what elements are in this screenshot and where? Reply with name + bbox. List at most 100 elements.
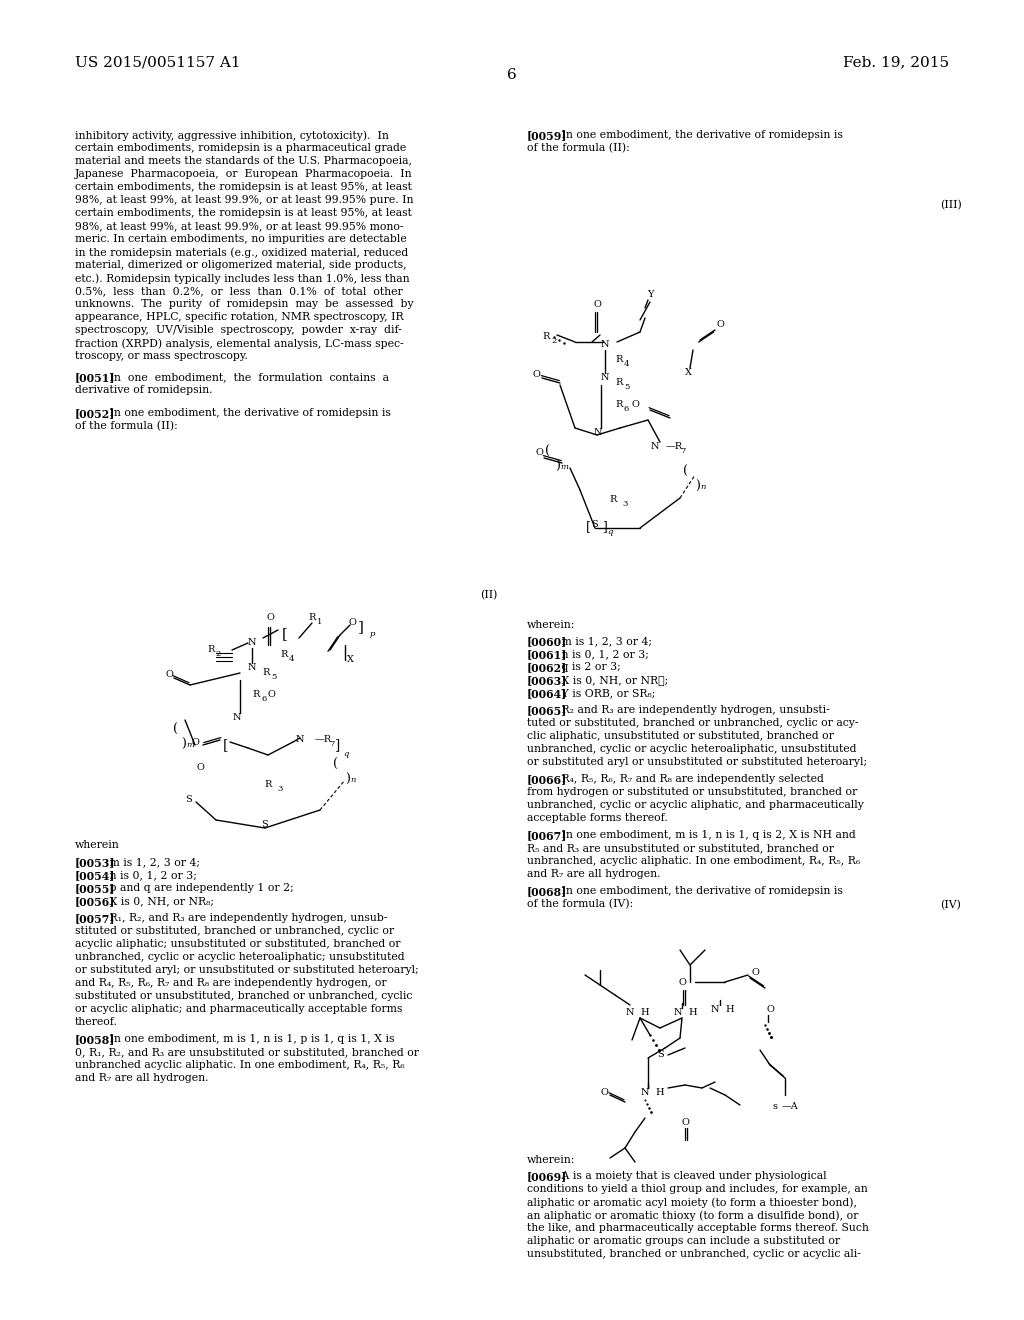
Text: 3: 3 (622, 500, 628, 508)
Text: R: R (543, 333, 550, 341)
Text: 6: 6 (507, 69, 517, 82)
Text: [0053]: [0053] (75, 857, 116, 869)
Text: [0066]: [0066] (527, 774, 567, 785)
Text: ): ) (181, 738, 186, 751)
Text: conditions to yield a thiol group and includes, for example, an: conditions to yield a thiol group and in… (527, 1184, 867, 1195)
Text: m: m (186, 741, 194, 748)
Text: certain embodiments, the romidepsin is at least 95%, at least: certain embodiments, the romidepsin is a… (75, 209, 412, 218)
Text: N: N (232, 713, 242, 722)
Text: an aliphatic or aromatic thioxy (to form a disulfide bond), or: an aliphatic or aromatic thioxy (to form… (527, 1210, 858, 1221)
Text: q is 2 or 3;: q is 2 or 3; (551, 663, 622, 672)
Text: S: S (591, 520, 597, 529)
Text: the like, and pharmaceutically acceptable forms thereof. Such: the like, and pharmaceutically acceptabl… (527, 1224, 869, 1233)
Text: n: n (350, 776, 355, 784)
Text: and R₄, R₅, R₆, R₇ and R₈ are independently hydrogen, or: and R₄, R₅, R₆, R₇ and R₈ are independen… (75, 978, 387, 987)
Text: wherein:: wherein: (527, 620, 575, 630)
Text: [0051]: [0051] (75, 372, 116, 383)
Text: US 2015/0051157 A1: US 2015/0051157 A1 (75, 55, 241, 69)
Text: N: N (296, 735, 304, 744)
Text: n is 0, 1, 2 or 3;: n is 0, 1, 2 or 3; (99, 870, 198, 880)
Text: R: R (208, 645, 215, 653)
Text: ]: ] (358, 620, 364, 634)
Text: H: H (640, 1008, 648, 1016)
Text: N: N (594, 428, 602, 437)
Text: q: q (607, 528, 612, 536)
Text: unsubstituted, branched or unbranched, cyclic or acyclic ali-: unsubstituted, branched or unbranched, c… (527, 1249, 861, 1259)
Text: N: N (711, 1005, 719, 1014)
Text: R: R (264, 780, 271, 789)
Text: thereof.: thereof. (75, 1016, 118, 1027)
Text: 5: 5 (271, 673, 276, 681)
Text: N: N (601, 341, 609, 348)
Text: X: X (684, 368, 691, 378)
Text: [0068]: [0068] (527, 886, 567, 898)
Text: (IV): (IV) (940, 900, 961, 911)
Text: [0055]: [0055] (75, 883, 116, 894)
Text: In one embodiment, m is 1, n is 1, q is 2, X is NH and: In one embodiment, m is 1, n is 1, q is … (551, 830, 856, 840)
Text: m is 1, 2, 3 or 4;: m is 1, 2, 3 or 4; (99, 857, 201, 867)
Text: of the formula (II):: of the formula (II): (527, 143, 630, 153)
Text: [0054]: [0054] (75, 870, 116, 880)
Text: ]: ] (335, 738, 341, 752)
Text: [0060]: [0060] (527, 636, 567, 647)
Text: 4: 4 (289, 655, 295, 663)
Text: tuted or substituted, branched or unbranched, cyclic or acy-: tuted or substituted, branched or unbran… (527, 718, 858, 729)
Text: X: X (346, 655, 353, 664)
Text: 7: 7 (680, 447, 685, 455)
Text: [0065]: [0065] (527, 705, 567, 715)
Text: R₂ and R₃ are independently hydrogen, unsubsti-: R₂ and R₃ are independently hydrogen, un… (551, 705, 830, 715)
Text: unbranched acyclic aliphatic. In one embodiment, R₄, R₅, R₆: unbranched acyclic aliphatic. In one emb… (75, 1060, 404, 1071)
Text: unbranched, acyclic aliphatic. In one embodiment, R₄, R₅, R₆: unbranched, acyclic aliphatic. In one em… (527, 855, 860, 866)
Text: [0057]: [0057] (75, 913, 116, 924)
Text: R: R (308, 612, 315, 622)
Text: aliphatic or aromatic acyl moiety (to form a thioester bond),: aliphatic or aromatic acyl moiety (to fo… (527, 1197, 857, 1208)
Text: of the formula (II):: of the formula (II): (75, 421, 178, 432)
Text: H: H (655, 1088, 664, 1097)
Text: [0059]: [0059] (527, 129, 567, 141)
Text: wherein: wherein (75, 840, 120, 850)
Text: O: O (532, 370, 540, 379)
Text: In  one  embodiment,  the  formulation  contains  a: In one embodiment, the formulation conta… (99, 372, 389, 381)
Text: A is a moiety that is cleaved under physiological: A is a moiety that is cleaved under phys… (551, 1171, 827, 1181)
Text: [: [ (282, 627, 288, 642)
Text: unknowns.  The  purity  of  romidepsin  may  be  assessed  by: unknowns. The purity of romidepsin may b… (75, 300, 414, 309)
Text: R₁, R₂, and R₃ are independently hydrogen, unsub-: R₁, R₂, and R₃ are independently hydroge… (99, 913, 388, 923)
Text: [0069]: [0069] (527, 1171, 567, 1181)
Text: of the formula (IV):: of the formula (IV): (527, 899, 633, 909)
Text: or substituted aryl; or unsubstituted or substituted heteroaryl;: or substituted aryl; or unsubstituted or… (75, 965, 419, 975)
Text: O: O (536, 447, 543, 457)
Text: m is 1, 2, 3 or 4;: m is 1, 2, 3 or 4; (551, 636, 652, 645)
Text: R: R (615, 378, 623, 387)
Text: 7: 7 (329, 741, 335, 748)
Text: acyclic aliphatic; unsubstituted or substituted, branched or: acyclic aliphatic; unsubstituted or subs… (75, 939, 400, 949)
Text: etc.). Romidepsin typically includes less than 1.0%, less than: etc.). Romidepsin typically includes les… (75, 273, 410, 284)
Text: O: O (600, 1088, 608, 1097)
Text: n: n (700, 483, 706, 491)
Text: (: ( (172, 723, 177, 737)
Text: O: O (678, 978, 686, 987)
Text: O: O (348, 618, 356, 627)
Text: O: O (196, 763, 204, 772)
Text: (: ( (683, 465, 687, 478)
Text: O: O (632, 400, 640, 409)
Text: O: O (268, 690, 275, 700)
Text: p and q are independently 1 or 2;: p and q are independently 1 or 2; (99, 883, 294, 894)
Text: Y is ORB, or SR₈;: Y is ORB, or SR₈; (551, 688, 655, 698)
Text: material and meets the standards of the U.S. Pharmacopoeia,: material and meets the standards of the … (75, 156, 412, 166)
Text: Y: Y (647, 290, 653, 300)
Text: H: H (725, 1005, 733, 1014)
Text: and R₇ are all hydrogen.: and R₇ are all hydrogen. (527, 869, 660, 879)
Text: [0056]: [0056] (75, 896, 116, 907)
Text: s: s (772, 1102, 777, 1111)
Text: 0, R₁, R₂, and R₃ are unsubstituted or substituted, branched or: 0, R₁, R₂, and R₃ are unsubstituted or s… (75, 1047, 419, 1057)
Text: O: O (766, 1005, 774, 1014)
Text: 3: 3 (278, 785, 283, 793)
Text: N: N (650, 442, 659, 451)
Text: S: S (261, 820, 268, 829)
Text: ]: ] (601, 520, 606, 533)
Text: R: R (252, 690, 259, 700)
Text: H: H (688, 1008, 696, 1016)
Text: [0064]: [0064] (527, 688, 567, 700)
Text: R₅ and R₃ are unsubstituted or substituted, branched or: R₅ and R₃ are unsubstituted or substitut… (527, 843, 834, 853)
Text: N: N (248, 663, 256, 672)
